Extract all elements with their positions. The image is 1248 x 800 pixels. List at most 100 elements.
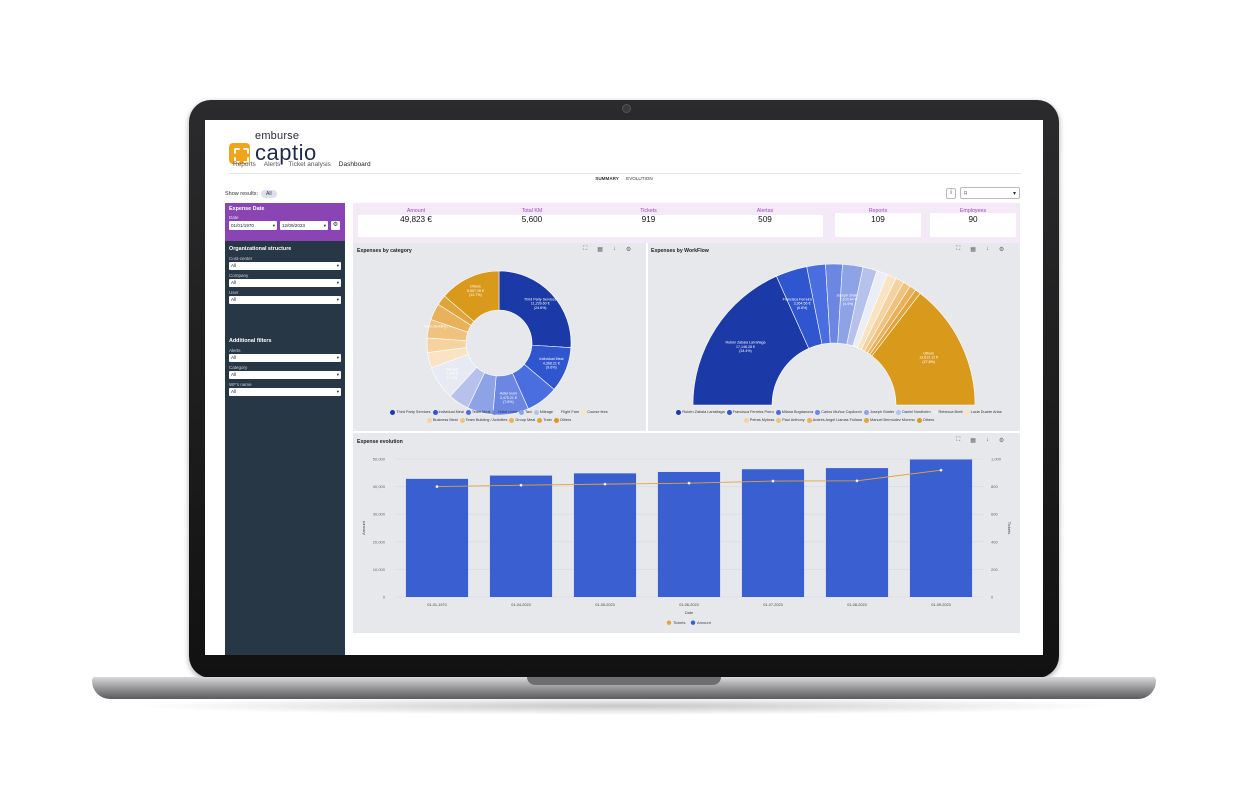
legend-item[interactable]: Taxi [518, 409, 532, 416]
bookmark-select[interactable]: ⌑ ▾ [960, 187, 1020, 199]
legend-item[interactable]: Andrés Angel Llamas Fullana [806, 417, 862, 424]
category-label: Category [229, 365, 248, 370]
legend-item[interactable]: Daniel Nordheim [896, 409, 931, 416]
legend-item[interactable]: Group Meal [509, 417, 535, 424]
x-tick-label: 01-06-2023 [679, 603, 698, 607]
tab-alerts[interactable]: Alerts [263, 161, 281, 168]
legend-swatch [964, 409, 970, 415]
legend-item[interactable]: Mileage [533, 409, 553, 416]
bar-amount [657, 471, 721, 597]
additional-filters-title: Additional filters [229, 338, 272, 344]
category-select[interactable]: All ▾ [229, 371, 341, 379]
table-icon[interactable]: ▦ [970, 438, 976, 444]
legend-swatch [916, 418, 922, 423]
legend-swatch [537, 418, 543, 423]
legend-item[interactable]: Paul Anthony [776, 417, 805, 424]
tab-ticket-analysis[interactable]: Ticket analysis [288, 161, 331, 168]
kpi-reports: Reports 109 [835, 205, 921, 237]
y-tick-label: 50,000 [373, 457, 386, 462]
legend-item[interactable]: Carlos Muñoz Capilorch [815, 409, 862, 416]
slice-label: Third Party Services 11,239.60 € (24.6%) [524, 297, 557, 309]
subtab-summary[interactable]: SUMMARY [595, 176, 619, 181]
chevron-down-icon: ▾ [336, 355, 339, 360]
legend-swatch [509, 418, 515, 423]
download-icon[interactable]: ↓ [612, 246, 616, 252]
expand-icon[interactable]: ⛶ [956, 246, 961, 252]
org-structure-section: Organizational structure Cost-center All… [225, 241, 345, 304]
chevron-down-icon: ▾ [272, 223, 275, 228]
kpi-employees: Employees 90 [930, 205, 1016, 237]
tab-reports[interactable]: Reports [233, 161, 256, 168]
company-select[interactable]: All ▾ [229, 279, 341, 287]
expense-evolution-chart: 0 10,000 20,000 30,000 40,000 50,000 0 200 400 60… [361, 457, 1012, 626]
slice-label: Individual Meal 4,368.21 € (9.6%) [539, 357, 563, 369]
workflow-legend: Rubén Zabala Larrañaga Francisca Ferreira… [665, 409, 1015, 426]
legend-item[interactable]: Third Party Services [390, 409, 431, 416]
legend-item[interactable]: Lucia Duarte Arias [964, 409, 1002, 416]
gear-icon[interactable]: ⚙ [331, 221, 340, 230]
evolution-panel-tools: ⛶ ▦ ↓ ⚙ [956, 437, 1004, 444]
legend-item[interactable]: Business Meal [426, 417, 458, 424]
bar-amount [405, 478, 469, 597]
gear-icon[interactable]: ⚙ [998, 247, 1005, 253]
legend-item[interactable]: Team Building / Activities [459, 417, 507, 424]
legend-swatch [390, 409, 396, 415]
kpi-label: Employees [959, 208, 987, 214]
slice-label: Hotel room 3,475.21 € (7.6%) [500, 392, 518, 404]
slice-label: Others 13,613.12 € (27.8%) [919, 351, 938, 363]
legend-item[interactable]: Team Meal [465, 409, 490, 416]
x-tick-label: 01-05-2023 [595, 603, 614, 607]
legend-item[interactable]: Flight Fare [555, 409, 579, 416]
user-select[interactable]: All ▾ [229, 296, 341, 304]
tab-dashboard[interactable]: Dashboard [334, 159, 375, 174]
legend-item[interactable]: Petras Mybras [743, 417, 774, 424]
expand-icon[interactable]: ⛶ [583, 246, 588, 252]
legend-item[interactable]: Rebecca Brett [932, 409, 963, 416]
brand-big: captio [255, 140, 317, 165]
chevron-down-icon: ▾ [1012, 190, 1016, 197]
gear-icon[interactable]: ⚙ [625, 247, 632, 253]
tickets-point [519, 483, 523, 487]
legend-label: Amount [697, 620, 712, 625]
date-to-input[interactable]: 12/09/2023 ▾ [280, 221, 328, 230]
legend-item[interactable]: Joseph Shafer [863, 409, 894, 416]
download-icon[interactable]: ↓ [985, 437, 989, 443]
y-tick-label: 30,000 [373, 512, 386, 517]
y2-axis-label: Tickets [1007, 522, 1012, 535]
legend-item[interactable]: Others [553, 417, 571, 424]
legend-item[interactable]: Others [916, 417, 934, 424]
table-icon[interactable]: ▦ [597, 247, 603, 253]
show-results-pill[interactable]: All [261, 190, 277, 198]
top-tools: i ⌑ ▾ [946, 187, 1020, 199]
cost-center-select[interactable]: All ▾ [229, 262, 341, 270]
subtab-evolution[interactable]: EVOLUTION [626, 176, 653, 181]
legend-item[interactable]: Course fees [581, 409, 608, 416]
legend-item[interactable]: Individual Meal [432, 409, 464, 416]
wf-name-select[interactable]: All ▾ [229, 388, 341, 396]
legend-swatch [492, 409, 498, 415]
gear-icon[interactable]: ⚙ [998, 438, 1005, 444]
legend-item[interactable]: Hotel room [492, 409, 517, 416]
legend-item[interactable]: Manuel Bermúdez Moreno [864, 417, 915, 424]
legend-item[interactable]: Rubén Zabala Larrañaga [676, 409, 725, 416]
legend-item[interactable]: Milana Bogdanova [775, 409, 813, 416]
date-from-input[interactable]: 01/01/1970 ▾ [229, 221, 277, 230]
slice-label: Francisca Ferreira Porro 3,364.56 € (6.8%) [783, 297, 822, 309]
kpi-value: 5,600 [521, 215, 543, 224]
bar-amount [573, 473, 637, 597]
legend-item[interactable]: Train [537, 417, 552, 424]
legend-item[interactable]: Francisca Ferreira Porro [726, 409, 774, 416]
tickets-point [687, 481, 691, 485]
download-icon[interactable]: ↓ [985, 246, 989, 252]
workflow-panel-tools: ⛶ ▦ ↓ ⚙ [956, 246, 1004, 253]
chevron-down-icon: ▾ [336, 297, 339, 302]
table-icon[interactable]: ▦ [970, 247, 976, 253]
expand-icon[interactable]: ⛶ [956, 437, 961, 443]
alerts-select[interactable]: All ▾ [229, 354, 341, 362]
x-tick-label: 01-04-2023 [511, 603, 530, 607]
slice-label: Mileage 3,288 € (7.2%) [446, 367, 459, 379]
info-icon[interactable]: i [946, 187, 956, 199]
slice-label: Others 5,907.26 € (12.7%) [467, 285, 484, 297]
legend-swatch [743, 418, 749, 423]
